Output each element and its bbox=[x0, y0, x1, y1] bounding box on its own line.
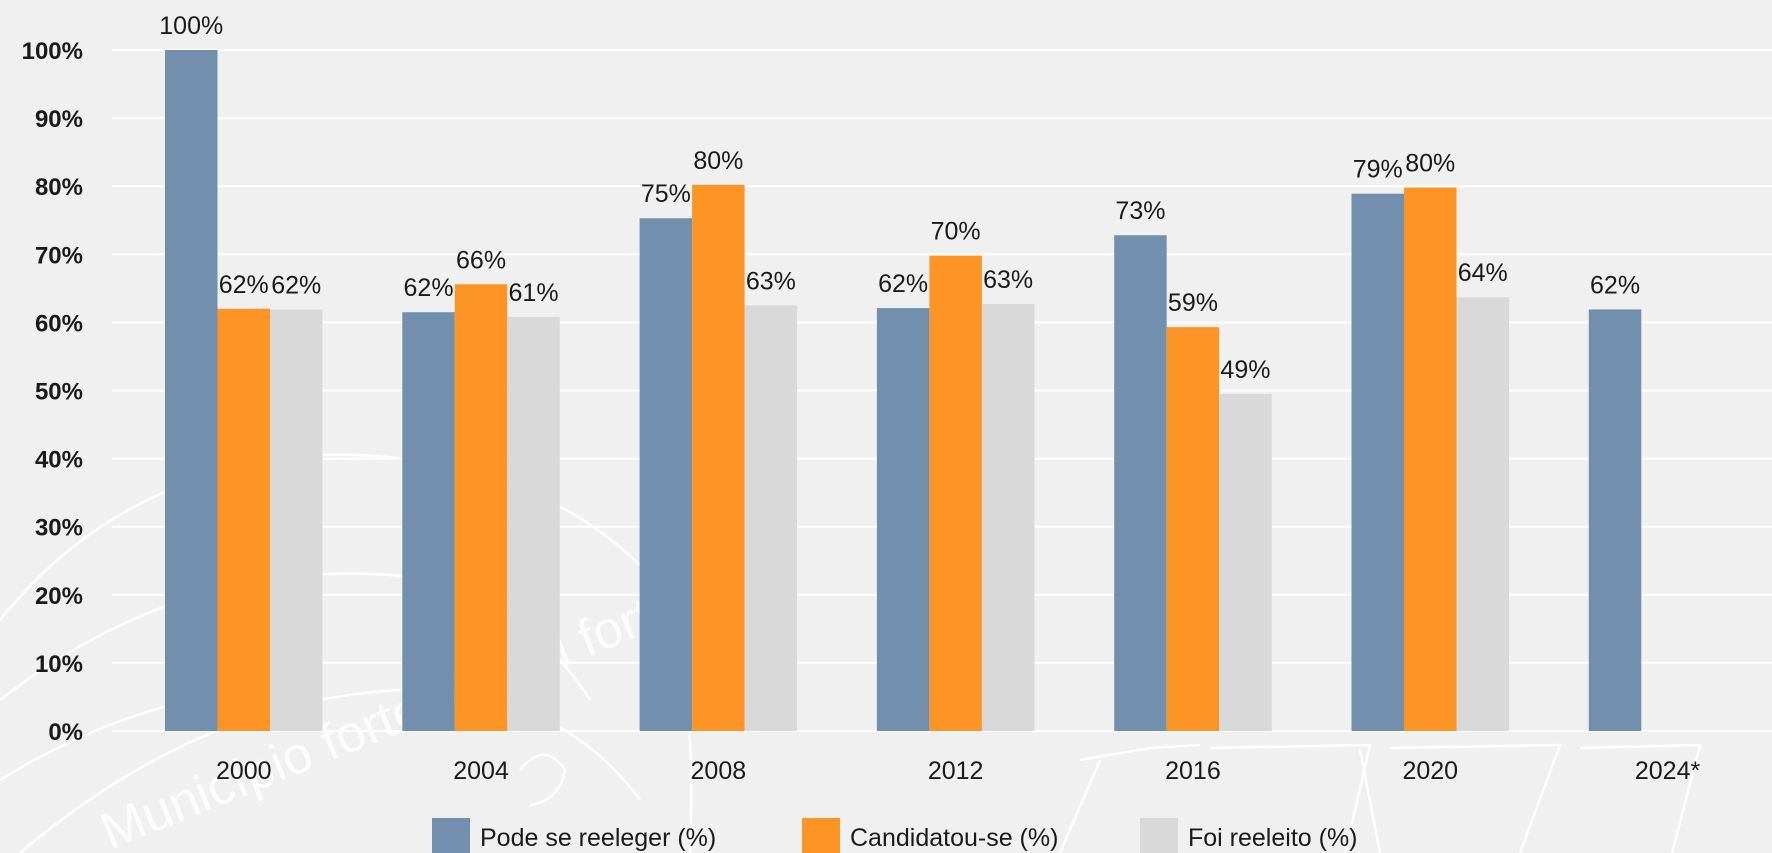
data-label: 70% bbox=[931, 218, 981, 246]
bar bbox=[1114, 235, 1167, 731]
legend-label: Candidatou-se (%) bbox=[850, 824, 1058, 852]
bars bbox=[165, 50, 1642, 732]
data-label: 66% bbox=[456, 246, 506, 274]
y-axis: 0% 10% 20% 30% 40% 50% 60% 70% 80% 90% 100% bbox=[22, 38, 83, 746]
data-label: 62% bbox=[1590, 271, 1640, 299]
data-labels: 100%62% 62% 62%66%61%75%80%63% 62%70%63%73%… bbox=[159, 12, 1640, 384]
data-label: 62% bbox=[219, 271, 269, 299]
data-label: 80% bbox=[1405, 150, 1455, 178]
x-tick-label: 2020 bbox=[1402, 757, 1458, 785]
legend-label: Foi reeleito (%) bbox=[1188, 824, 1358, 852]
x-tick-label: 2012 bbox=[928, 757, 984, 785]
y-tick-label: 50% bbox=[35, 379, 83, 406]
data-label: 75% bbox=[641, 180, 691, 208]
bar bbox=[454, 284, 508, 731]
data-label: 80% bbox=[693, 147, 743, 175]
bar bbox=[1351, 193, 1404, 732]
data-label: 62% bbox=[404, 274, 454, 302]
y-tick-label: 90% bbox=[35, 106, 83, 133]
bar bbox=[876, 308, 930, 731]
legend: Pode se reeleger (%) Candidatou-se (%) Foi… bbox=[432, 818, 1358, 853]
data-label: 100% bbox=[159, 12, 223, 40]
y-tick-label: 20% bbox=[35, 583, 83, 610]
bar bbox=[1588, 309, 1642, 731]
data-label: 64% bbox=[1458, 259, 1508, 287]
bar bbox=[692, 184, 745, 731]
x-tick-label: 2000 bbox=[216, 757, 272, 785]
data-label: 63% bbox=[983, 266, 1033, 294]
x-tick-label: 2008 bbox=[691, 757, 747, 785]
legend-label: Pode se reeleger (%) bbox=[480, 824, 716, 852]
bar bbox=[507, 316, 560, 731]
bar bbox=[402, 312, 455, 731]
y-tick-label: 80% bbox=[35, 174, 83, 201]
data-label: 59% bbox=[1168, 289, 1218, 317]
x-axis: 2000 2004 2008 2012 2016 2020 2024* bbox=[216, 757, 1701, 785]
bar bbox=[165, 50, 218, 731]
bar bbox=[1456, 297, 1509, 731]
data-label: 79% bbox=[1353, 156, 1403, 184]
y-tick-label: 10% bbox=[35, 651, 83, 678]
x-tick-label: 2024* bbox=[1635, 757, 1701, 785]
bar bbox=[1404, 187, 1457, 731]
y-tick-label: 0% bbox=[48, 719, 83, 746]
data-label: 61% bbox=[509, 279, 559, 307]
legend-swatch bbox=[1140, 818, 1178, 853]
data-label: 73% bbox=[1115, 197, 1165, 225]
legend-swatch bbox=[802, 818, 840, 853]
y-tick-label: 60% bbox=[35, 310, 83, 337]
data-label: 63% bbox=[746, 267, 796, 295]
data-label: 49% bbox=[1220, 356, 1270, 384]
bar bbox=[639, 218, 693, 731]
bar bbox=[1219, 393, 1272, 731]
y-tick-label: 70% bbox=[35, 242, 83, 269]
data-label: 62% bbox=[878, 270, 928, 298]
bar bbox=[981, 304, 1035, 731]
x-tick-label: 2016 bbox=[1165, 757, 1221, 785]
bar bbox=[744, 305, 798, 731]
bar bbox=[270, 309, 323, 731]
y-tick-label: 100% bbox=[22, 38, 83, 65]
bar bbox=[929, 255, 982, 732]
y-tick-label: 30% bbox=[35, 515, 83, 542]
x-tick-label: 2004 bbox=[453, 757, 509, 785]
legend-swatch bbox=[432, 818, 470, 853]
bar bbox=[217, 308, 270, 731]
data-label: 62% bbox=[271, 271, 321, 299]
y-tick-label: 40% bbox=[35, 447, 83, 474]
bar bbox=[1166, 327, 1220, 731]
